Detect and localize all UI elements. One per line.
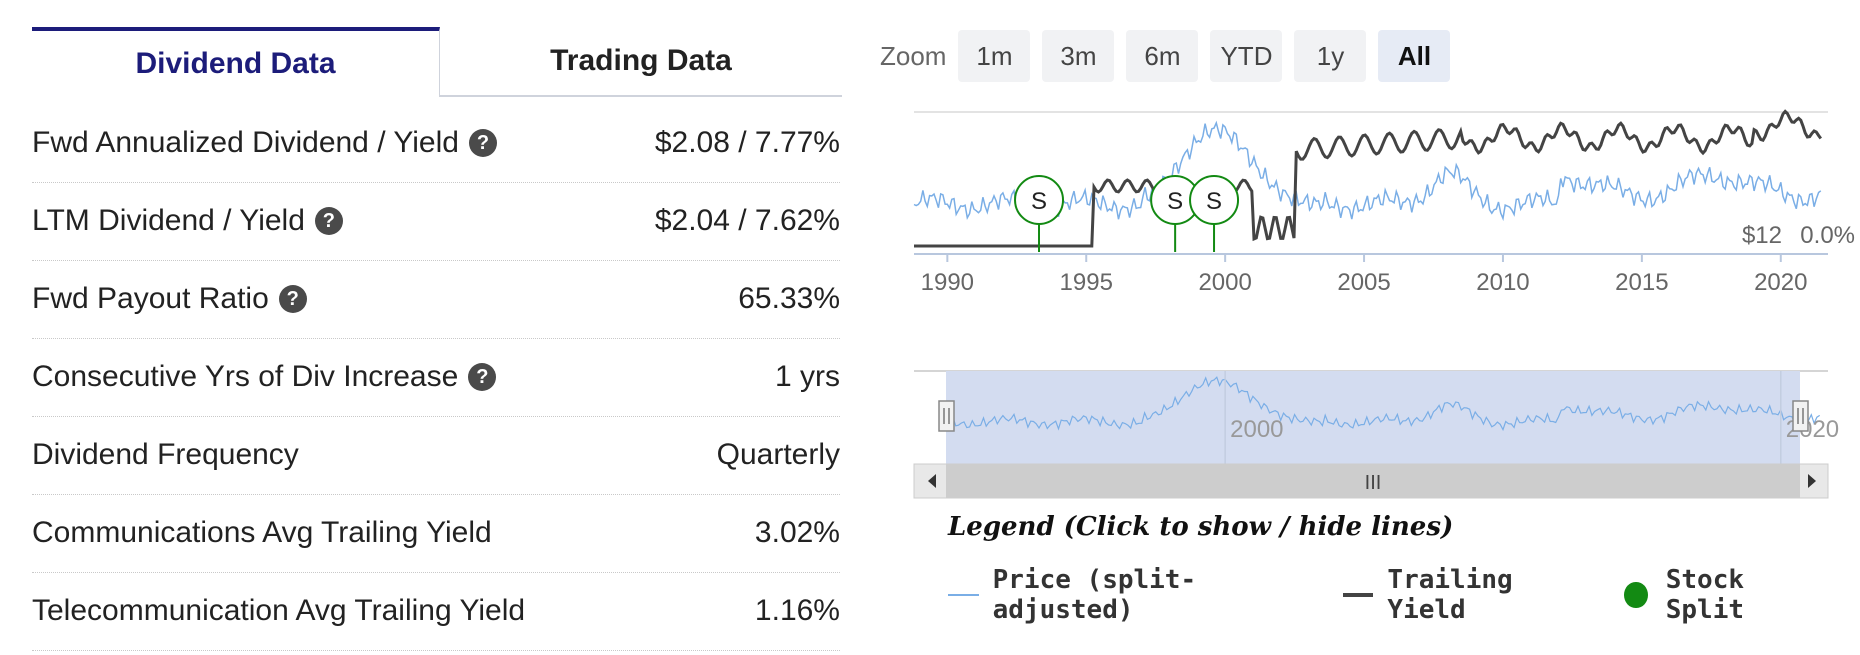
- legend-line-swatch: [948, 594, 979, 596]
- navigator-right-handle[interactable]: [1792, 400, 1809, 432]
- stat-value: 3.02%: [754, 516, 840, 549]
- zoom-buttons: 1m 3m 6m YTD 1y All: [946, 30, 1451, 82]
- stat-label-group: Telecommunication Avg Trailing Yield: [32, 594, 525, 628]
- trailing-yield-line: [914, 109, 1823, 248]
- yield-layer: [914, 109, 1823, 248]
- x-tick-label: 2005: [1337, 269, 1390, 296]
- split-label: S: [1206, 188, 1222, 215]
- stat-value: 1 yrs: [774, 360, 840, 393]
- stock-split-marker[interactable]: S: [1014, 175, 1065, 252]
- x-tick-label: 2020: [1754, 269, 1807, 296]
- yield-axis-label: 0.0%: [1800, 222, 1855, 249]
- legend-title: Legend (Click to show / hide lines): [948, 512, 1454, 542]
- zoom-selector: Zoom 1m 3m 6m YTD 1y All: [880, 30, 1451, 82]
- legend-label: Price (split-adjusted): [992, 565, 1197, 625]
- x-axis-ticks: 1990 1995 2000 2005 2010 2015 2020: [921, 254, 1807, 296]
- stat-row: Dividend Frequency Quarterly: [32, 416, 840, 495]
- stat-value: $2.04 / 7.62%: [654, 204, 840, 237]
- zoom-button[interactable]: All: [1378, 30, 1451, 82]
- stat-row: Telecommunication Avg Trailing Yield 1.16…: [32, 572, 840, 651]
- stat-row: Fwd Annualized Dividend / Yield? $2.08 / …: [32, 104, 840, 183]
- x-tick-label: 1990: [921, 269, 974, 296]
- navigator-left-handle[interactable]: [938, 400, 955, 432]
- stat-row: Fwd Payout Ratio? 65.33%: [32, 260, 840, 339]
- stat-row: Consecutive Yrs of Div Increase? 1 yrs: [32, 338, 840, 417]
- x-tick-label: 1995: [1060, 269, 1113, 296]
- dividend-panel: Dividend Data Trading Data Fwd Annualize…: [0, 0, 860, 655]
- stock-split-marker[interactable]: S: [1189, 175, 1240, 252]
- zoom-button[interactable]: 6m: [1126, 30, 1199, 82]
- stat-label-group: LTM Dividend / Yield?: [32, 204, 343, 238]
- zoom-button[interactable]: 1y: [1294, 30, 1367, 82]
- zoom-button[interactable]: YTD: [1210, 30, 1283, 82]
- stat-label: LTM Dividend / Yield: [32, 204, 305, 237]
- stat-label: Fwd Payout Ratio: [32, 282, 269, 315]
- legend-item[interactable]: Stock Split: [1624, 565, 1820, 625]
- help-icon[interactable]: ?: [314, 207, 343, 235]
- stat-label: Consecutive Yrs of Div Increase: [32, 360, 459, 393]
- stat-value: Quarterly: [716, 438, 840, 471]
- x-tick-label: 2015: [1615, 269, 1668, 296]
- price-line: [913, 120, 1822, 222]
- zoom-label: Zoom: [880, 40, 947, 71]
- stock-split-marker[interactable]: S: [1150, 175, 1201, 252]
- price-axis-label: $12: [1742, 222, 1782, 249]
- zoom-button[interactable]: 1m: [958, 30, 1031, 82]
- stat-row: LTM Dividend / Yield? $2.04 / 7.62%: [32, 182, 840, 261]
- navigator-series: [941, 376, 1821, 432]
- stat-label: Communications Avg Trailing Yield: [32, 516, 492, 549]
- zoom-button[interactable]: 3m: [1042, 30, 1115, 82]
- stat-value: 1.16%: [754, 594, 840, 627]
- legend-line-swatch: [1342, 593, 1374, 597]
- legend-item[interactable]: Price (split-adjusted): [948, 565, 1303, 625]
- stat-label-group: Dividend Frequency: [32, 438, 299, 472]
- help-icon[interactable]: ?: [468, 129, 497, 157]
- legend-label: Stock Split: [1665, 565, 1745, 625]
- stat-label-group: Fwd Payout Ratio?: [32, 282, 307, 316]
- legend-item[interactable]: Trailing Yield: [1342, 565, 1585, 625]
- stat-label-group: Consecutive Yrs of Div Increase?: [32, 360, 497, 394]
- navigator-price-line: [941, 376, 1821, 432]
- scroll-right-arrow-icon[interactable]: [1808, 474, 1816, 488]
- navigator-ticks: 2000 2020: [1224, 371, 1839, 464]
- legend-dot-swatch: [1624, 582, 1648, 608]
- price-layer: [913, 120, 1822, 222]
- stat-label: Telecommunication Avg Trailing Yield: [32, 594, 526, 627]
- stat-label-group: Communications Avg Trailing Yield: [32, 516, 492, 550]
- stat-label: Fwd Annualized Dividend / Yield: [32, 126, 459, 159]
- stat-label: Dividend Frequency: [32, 438, 299, 471]
- scroll-left-arrow-icon[interactable]: [928, 474, 936, 488]
- help-icon[interactable]: ?: [468, 363, 497, 391]
- tab-trading-data[interactable]: Trading Data: [440, 27, 842, 97]
- navigator-tick-label: 2000: [1230, 416, 1283, 443]
- scrollbar-thumb[interactable]: [946, 464, 1800, 498]
- legend: Price (split-adjusted) Trailing Yield Stoc…: [948, 565, 1860, 625]
- tab-dividend-data[interactable]: Dividend Data: [32, 27, 440, 97]
- stat-row: Communications Avg Trailing Yield 3.02%: [32, 494, 840, 573]
- stat-value: 65.33%: [738, 282, 840, 315]
- help-icon[interactable]: ?: [278, 285, 307, 313]
- split-label: S: [1167, 188, 1183, 215]
- stat-label-group: Fwd Annualized Dividend / Yield?: [32, 126, 497, 160]
- x-tick-label: 2000: [1198, 269, 1251, 296]
- stat-value: $2.08 / 7.77%: [654, 126, 840, 159]
- legend-label: Trailing Yield: [1387, 565, 1513, 625]
- scrollbar-grip-icon: III: [1365, 472, 1382, 494]
- split-label: S: [1031, 188, 1047, 215]
- x-tick-label: 2010: [1476, 269, 1529, 296]
